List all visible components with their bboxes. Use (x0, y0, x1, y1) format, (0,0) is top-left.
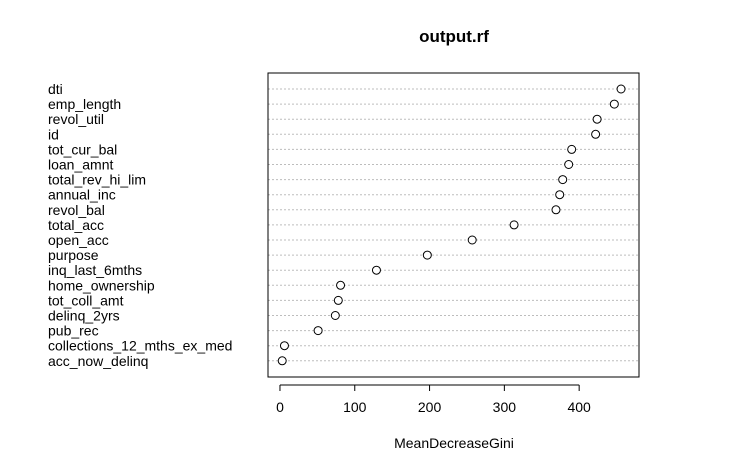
category-label: total_acc (48, 217, 104, 233)
data-point (509, 220, 519, 230)
category-label: inq_last_6mths (48, 262, 142, 278)
data-point (467, 235, 477, 245)
x-axis-title: MeanDecreaseGini (394, 435, 514, 451)
data-point (555, 190, 565, 200)
data-point (330, 311, 340, 320)
category-label: annual_inc (48, 187, 116, 203)
x-axis: 0 100 200 300 400 (276, 384, 591, 415)
category-label: emp_length (48, 96, 121, 112)
x-tick-label: 200 (418, 399, 442, 415)
data-point (609, 99, 619, 109)
x-tick-label: 300 (493, 399, 517, 415)
category-labels: dtiemp_lengthrevol_utilidtot_cur_balloan… (48, 81, 232, 369)
category-label: open_acc (48, 232, 109, 248)
data-point (277, 356, 287, 366)
category-label: loan_amnt (48, 157, 113, 173)
category-label: total_rev_hi_lim (48, 172, 146, 188)
category-label: revol_bal (48, 202, 105, 218)
data-point (564, 160, 574, 169)
data-point (336, 280, 346, 290)
category-label: collections_12_mths_ex_med (48, 338, 232, 354)
category-label: dti (48, 81, 63, 97)
category-label: delinq_2yrs (48, 308, 120, 324)
data-point (616, 84, 626, 94)
plot-frame (267, 72, 640, 378)
data-point (313, 326, 323, 336)
data-point (333, 295, 343, 305)
data-point (422, 250, 432, 260)
gridlines (268, 88, 639, 362)
category-label: acc_now_delinq (48, 353, 148, 369)
data-point (371, 265, 381, 275)
data-point (558, 175, 568, 185)
data-point (279, 341, 289, 351)
category-label: pub_rec (48, 323, 99, 339)
data-point (567, 144, 577, 154)
category-label: revol_util (48, 111, 104, 127)
data-point (551, 205, 561, 215)
data-point (591, 129, 601, 139)
category-label: purpose (48, 247, 99, 263)
x-tick-label: 100 (343, 399, 367, 415)
chart-title: output.rf (419, 27, 489, 46)
data-point (592, 114, 602, 124)
x-tick-label: 0 (276, 399, 284, 415)
category-label: tot_cur_bal (48, 141, 117, 157)
category-label: tot_coll_amt (48, 292, 124, 308)
data-points (277, 84, 626, 366)
category-label: home_ownership (48, 277, 155, 293)
category-label: id (48, 126, 59, 142)
x-tick-label: 400 (567, 399, 591, 415)
